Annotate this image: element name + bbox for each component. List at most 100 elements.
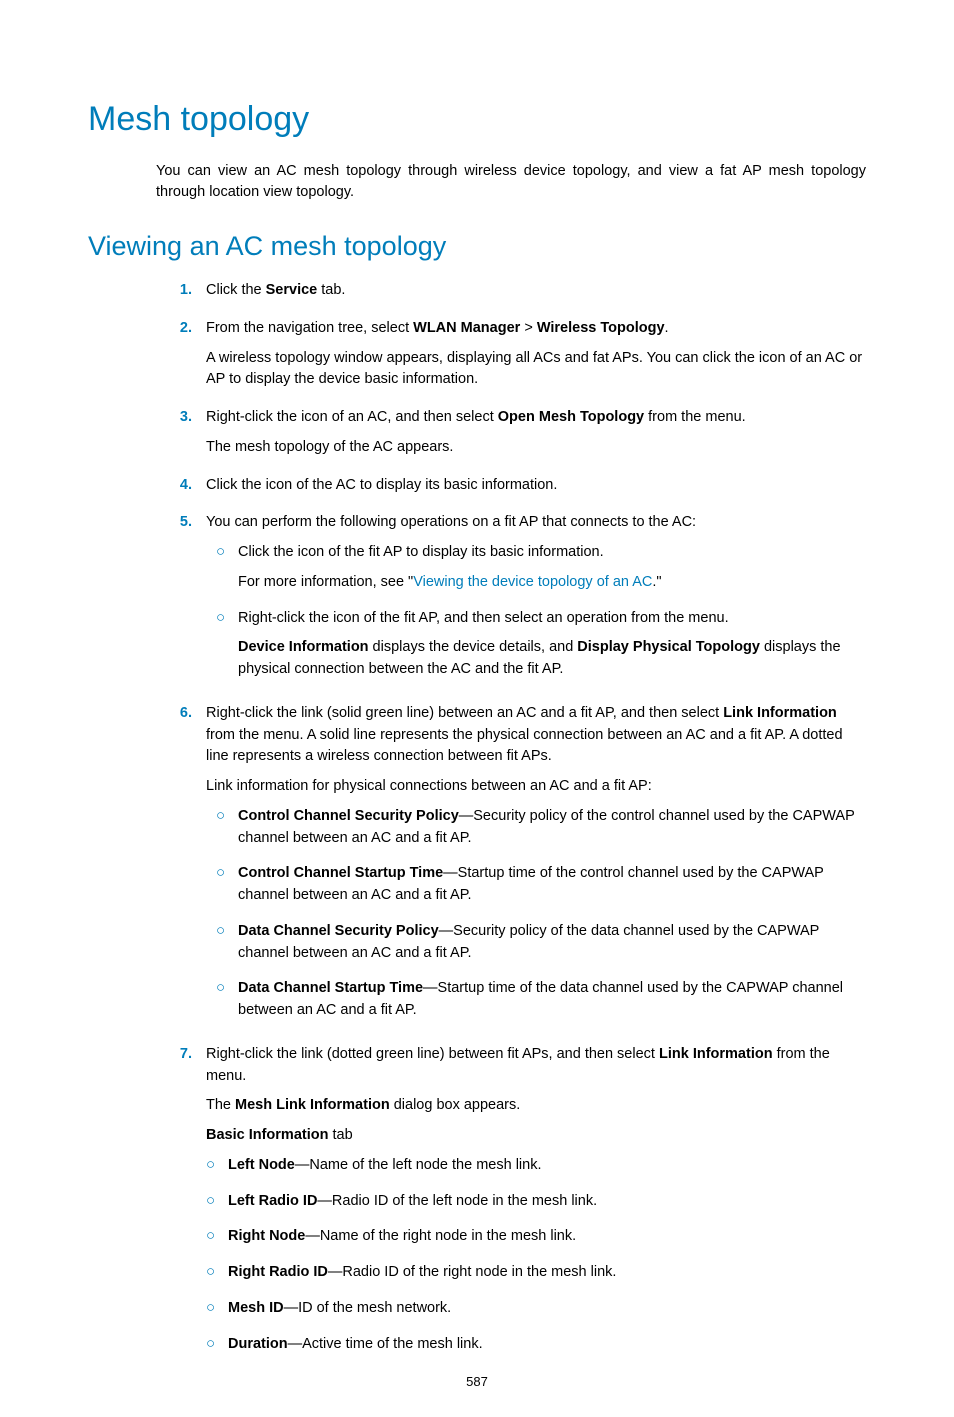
text: from the menu. (644, 409, 746, 425)
bold-text: WLAN Manager (413, 320, 520, 336)
text: —Name of the right node in the mesh link… (305, 1228, 576, 1244)
circle-bullet-icon: ○ (216, 921, 238, 973)
step-7: 7. Right-click the link (dotted green li… (158, 1044, 866, 1370)
bold-text: Basic Information (206, 1127, 328, 1143)
bold-text: Control Channel Startup Time (238, 865, 443, 881)
circle-bullet-icon: ○ (206, 1334, 228, 1364)
sub-body: Data Channel Startup Time—Startup time o… (238, 978, 866, 1030)
sub-body: Left Node—Name of the left node the mesh… (228, 1155, 866, 1185)
step-number: 5. (158, 512, 206, 695)
sub-item: ○ Control Channel Startup Time—Startup t… (216, 863, 866, 915)
text: A wireless topology window appears, disp… (206, 348, 866, 392)
circle-bullet-icon: ○ (216, 608, 238, 689)
text: Click the (206, 282, 266, 298)
bold-text: Data Channel Security Policy (238, 923, 439, 939)
bold-text: Left Node (228, 1157, 295, 1173)
bold-text: Duration (228, 1336, 288, 1352)
sub-body: Left Radio ID—Radio ID of the left node … (228, 1191, 866, 1221)
sub-item: ○ Left Radio ID—Radio ID of the left nod… (206, 1191, 866, 1221)
bold-text: Right Radio ID (228, 1264, 328, 1280)
text: from the menu. A solid line represents t… (206, 727, 843, 765)
step-body: Right-click the icon of an AC, and then … (206, 407, 866, 467)
bold-text: Mesh ID (228, 1300, 284, 1316)
sub-item: ○ Mesh ID—ID of the mesh network. (206, 1298, 866, 1328)
text: The (206, 1097, 235, 1113)
text: —Radio ID of the left node in the mesh l… (317, 1193, 597, 1209)
bold-text: Device Information (238, 639, 369, 655)
text: Right-click the icon of an AC, and then … (206, 409, 498, 425)
sub-item: ○ Left Node—Name of the left node the me… (206, 1155, 866, 1185)
text: —ID of the mesh network. (284, 1300, 452, 1316)
bold-text: Link Information (659, 1046, 773, 1062)
circle-bullet-icon: ○ (206, 1298, 228, 1328)
intro-paragraph: You can view an AC mesh topology through… (156, 161, 866, 203)
text: tab. (317, 282, 345, 298)
step-number: 6. (158, 703, 206, 1036)
page-number: 587 (0, 1374, 954, 1389)
text: tab (328, 1127, 352, 1143)
step-body: Right-click the link (solid green line) … (206, 703, 866, 1036)
sub-body: Right Node—Name of the right node in the… (228, 1226, 866, 1256)
step-2: 2. From the navigation tree, select WLAN… (158, 318, 866, 399)
text: displays the device details, and (369, 639, 578, 655)
circle-bullet-icon: ○ (216, 863, 238, 915)
sub-body: Right Radio ID—Radio ID of the right nod… (228, 1262, 866, 1292)
text: You can perform the following operations… (206, 512, 866, 534)
bold-text: Data Channel Startup Time (238, 980, 423, 996)
step-6: 6. Right-click the link (solid green lin… (158, 703, 866, 1036)
text: Right-click the icon of the fit AP, and … (238, 608, 866, 630)
bold-text: Display Physical Topology (577, 639, 760, 655)
bold-text: Control Channel Security Policy (238, 808, 459, 824)
text: ." (652, 574, 661, 590)
content-body: 1. Click the Service tab. 2. From the na… (158, 280, 866, 1369)
circle-bullet-icon: ○ (216, 806, 238, 858)
sub-body: Mesh ID—ID of the mesh network. (228, 1298, 866, 1328)
step-5: 5. You can perform the following operati… (158, 512, 866, 695)
section-heading: Viewing an AC mesh topology (88, 231, 866, 262)
text: Link information for physical connection… (206, 776, 866, 798)
text: . (665, 320, 669, 336)
sub-body: Click the icon of the fit AP to display … (238, 542, 866, 602)
step-3: 3. Right-click the icon of an AC, and th… (158, 407, 866, 467)
bold-text: Link Information (723, 705, 837, 721)
text: The mesh topology of the AC appears. (206, 437, 866, 459)
step-4: 4. Click the icon of the AC to display i… (158, 475, 866, 505)
bold-text: Open Mesh Topology (498, 409, 644, 425)
sub-item: ○ Duration—Active time of the mesh link. (206, 1334, 866, 1364)
circle-bullet-icon: ○ (206, 1226, 228, 1256)
text: Click the icon of the AC to display its … (206, 475, 866, 497)
circle-bullet-icon: ○ (206, 1262, 228, 1292)
page-title: Mesh topology (88, 100, 866, 139)
step-1: 1. Click the Service tab. (158, 280, 866, 310)
text: —Active time of the mesh link. (288, 1336, 483, 1352)
circle-bullet-icon: ○ (206, 1191, 228, 1221)
text: —Name of the left node the mesh link. (295, 1157, 542, 1173)
sub-item: ○ Right Node—Name of the right node in t… (206, 1226, 866, 1256)
circle-bullet-icon: ○ (216, 542, 238, 602)
step-number: 1. (158, 280, 206, 310)
bold-text: Wireless Topology (537, 320, 665, 336)
sub-item: ○ Click the icon of the fit AP to displa… (216, 542, 866, 602)
bold-text: Left Radio ID (228, 1193, 317, 1209)
cross-reference-link[interactable]: Viewing the device topology of an AC (413, 574, 652, 590)
bold-text: Right Node (228, 1228, 305, 1244)
text: > (520, 320, 537, 336)
step-body: Click the icon of the AC to display its … (206, 475, 866, 505)
sub-body: Control Channel Security Policy—Security… (238, 806, 866, 858)
text: Right-click the link (solid green line) … (206, 705, 723, 721)
sub-body: Control Channel Startup Time—Startup tim… (238, 863, 866, 915)
step-number: 7. (158, 1044, 206, 1370)
step-number: 4. (158, 475, 206, 505)
document-page: Mesh topology You can view an AC mesh to… (0, 0, 954, 1417)
text: Right-click the link (dotted green line)… (206, 1046, 659, 1062)
step-body: Right-click the link (dotted green line)… (206, 1044, 866, 1370)
sub-body: Right-click the icon of the fit AP, and … (238, 608, 866, 689)
sub-body: Data Channel Security Policy—Security po… (238, 921, 866, 973)
sub-item: ○ Control Channel Security Policy—Securi… (216, 806, 866, 858)
bold-text: Service (266, 282, 318, 298)
step-number: 3. (158, 407, 206, 467)
step-number: 2. (158, 318, 206, 399)
sub-body: Duration—Active time of the mesh link. (228, 1334, 866, 1364)
circle-bullet-icon: ○ (216, 978, 238, 1030)
step-body: Click the Service tab. (206, 280, 866, 310)
